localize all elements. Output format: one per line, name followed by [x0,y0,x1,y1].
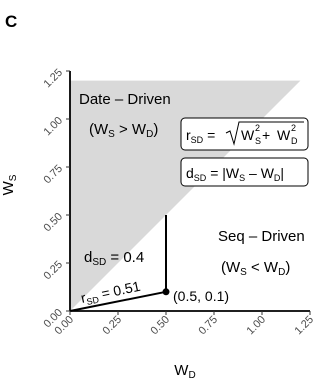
r-sd-formula-box: rSD = W 2 S + W 2 D [180,117,309,151]
d-sd-annotation: dSD = 0.4 [84,249,144,268]
r-sd-line [69,290,167,312]
seq-driven-condition: (WS < WD) [221,259,290,278]
x-tick-label: 0.25 [100,314,124,338]
x-tick-label: 0.75 [196,314,220,338]
svg-text:2: 2 [255,123,260,133]
seq-driven-label: Seq – Driven [218,228,305,245]
y-axis-title: WS [0,174,19,195]
y-tick-label: 0.75 [41,163,65,187]
data-point [162,288,170,296]
date-driven-label: Date – Driven [79,91,171,108]
x-tick-label: 0.50 [148,314,172,338]
y-tick-label: 0.50 [41,211,65,235]
svg-text:D: D [291,136,298,146]
x-axis-title: WD [174,362,195,381]
svg-text:2: 2 [291,123,296,133]
svg-text:+: + [262,127,270,143]
panel-label: C [5,12,17,31]
y-tick-label: 1.00 [41,115,65,139]
date-driven-condition: (WS > WD) [89,121,158,140]
x-tick-label: 1.25 [292,314,316,338]
point-label: (0.5, 0.1) [173,288,229,304]
date-driven-region [70,80,301,311]
x-tick-label: 1.00 [244,314,268,338]
y-tick-label: 0.25 [41,259,65,283]
svg-text:W: W [241,127,255,143]
svg-text:S: S [255,136,261,146]
svg-text:W: W [277,127,291,143]
y-tick-label: 1.25 [41,67,65,91]
svg-text:dSD = |WS – WD|: dSD = |WS – WD| [186,165,284,183]
svg-text:rSD =: rSD = [186,127,215,145]
d-sd-formula-box: dSD = |WS – WD| [180,157,309,187]
